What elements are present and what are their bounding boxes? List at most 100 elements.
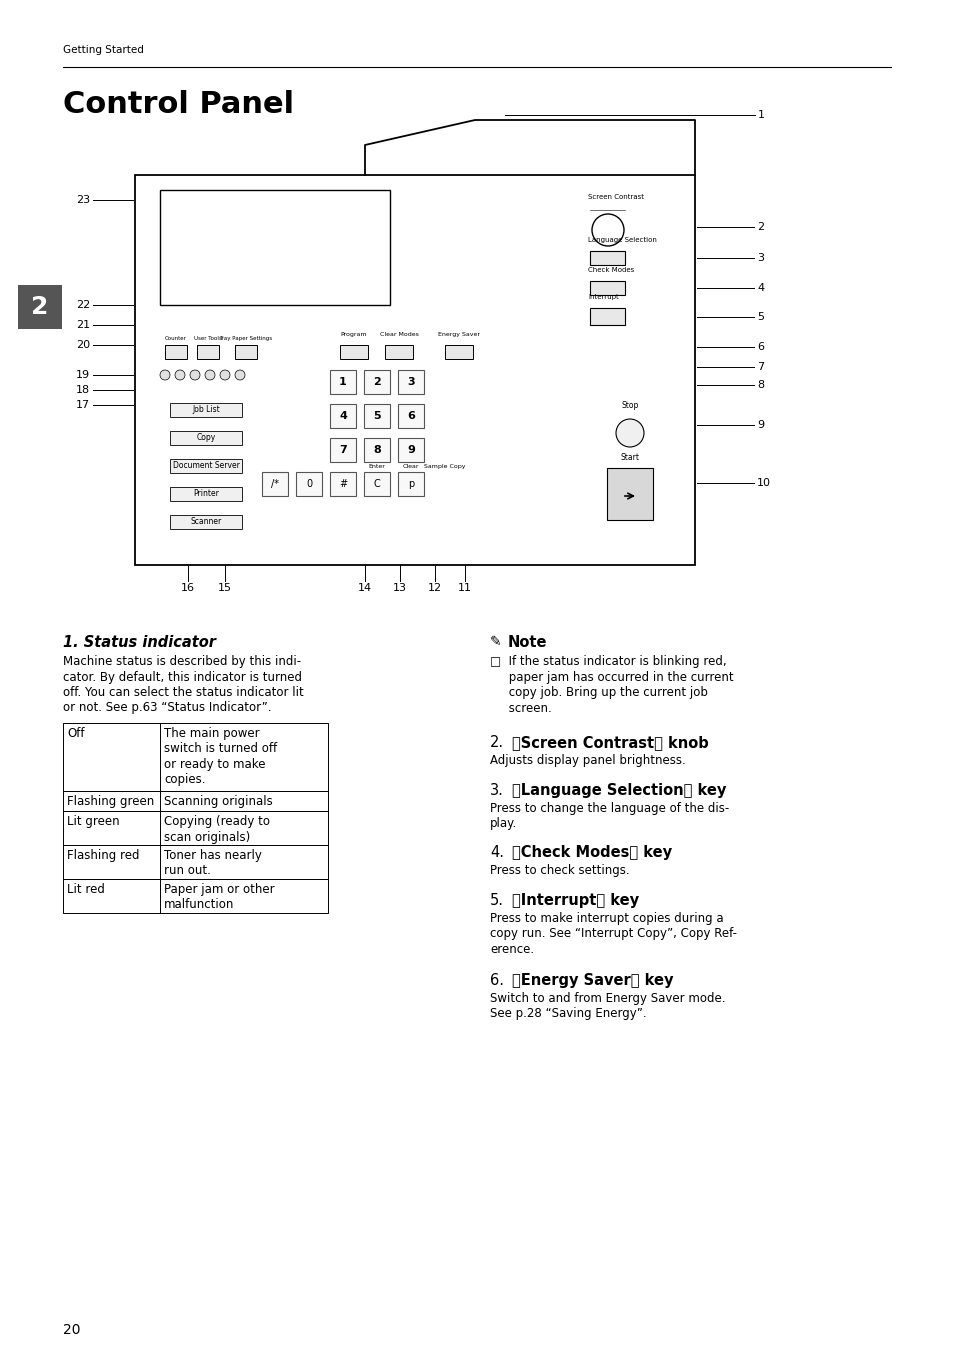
Text: 18: 18	[76, 385, 90, 394]
Bar	[196, 345, 219, 359]
Text: 1. Status indicator: 1. Status indicator	[63, 635, 215, 650]
Text: screen.: screen.	[490, 701, 551, 715]
Text: Copying (ready to: Copying (ready to	[164, 815, 270, 828]
Text: Job List: Job List	[192, 405, 219, 415]
Text: malfunction: malfunction	[164, 898, 234, 912]
Text: Energy Saver: Energy Saver	[437, 332, 479, 336]
Circle shape	[616, 419, 643, 447]
Text: Screen Contrast: Screen Contrast	[587, 195, 643, 200]
Text: Interrupt: Interrupt	[587, 295, 618, 300]
Text: User Tools: User Tools	[193, 336, 222, 340]
Text: 23: 23	[76, 195, 90, 205]
Bar	[606, 467, 652, 520]
Bar	[18, 285, 62, 330]
Text: Clear Modes: Clear Modes	[379, 332, 418, 336]
Text: copy job. Bring up the current job: copy job. Bring up the current job	[490, 686, 707, 698]
Bar	[160, 190, 390, 305]
Text: 9: 9	[407, 444, 415, 455]
Bar	[170, 431, 242, 444]
Bar	[135, 176, 695, 565]
Circle shape	[174, 370, 185, 380]
Text: 【Interrupt】 key: 【Interrupt】 key	[512, 893, 639, 908]
Text: 【Energy Saver】 key: 【Energy Saver】 key	[512, 973, 673, 988]
Circle shape	[220, 370, 230, 380]
Text: Paper jam or other: Paper jam or other	[164, 884, 274, 896]
Text: 4: 4	[338, 411, 347, 422]
Bar	[339, 345, 368, 359]
Text: cator. By default, this indicator is turned: cator. By default, this indicator is tur…	[63, 670, 302, 684]
Text: 2: 2	[373, 377, 380, 386]
Bar	[234, 345, 256, 359]
Text: 15: 15	[218, 584, 232, 593]
Text: 【Screen Contrast】 knob: 【Screen Contrast】 knob	[512, 735, 708, 750]
Bar	[63, 811, 328, 844]
Text: See p.28 “Saving Energy”.: See p.28 “Saving Energy”.	[490, 1008, 646, 1020]
Text: 11: 11	[457, 584, 472, 593]
Text: Toner has nearly: Toner has nearly	[164, 848, 262, 862]
Text: 22: 22	[75, 300, 90, 309]
Text: copy run. See “Interrupt Copy”, Copy Ref-: copy run. See “Interrupt Copy”, Copy Ref…	[490, 928, 737, 940]
Bar	[589, 308, 624, 326]
Text: 17: 17	[76, 400, 90, 409]
Bar	[262, 471, 288, 496]
Circle shape	[160, 370, 170, 380]
Bar	[444, 345, 473, 359]
Bar	[165, 345, 187, 359]
Bar	[397, 404, 423, 428]
Text: p: p	[408, 480, 414, 489]
Text: Machine status is described by this indi-: Machine status is described by this indi…	[63, 655, 301, 667]
Text: Document Server: Document Server	[172, 462, 239, 470]
Text: #: #	[338, 480, 347, 489]
Text: 3: 3	[757, 253, 763, 263]
Text: Flashing green: Flashing green	[67, 794, 154, 808]
Bar	[397, 471, 423, 496]
Bar	[330, 471, 355, 496]
Text: Stop: Stop	[620, 401, 638, 409]
Bar	[385, 345, 413, 359]
Bar	[364, 370, 390, 394]
Bar	[63, 880, 328, 913]
Text: 0: 0	[306, 480, 312, 489]
Text: 14: 14	[357, 584, 372, 593]
Bar	[170, 459, 242, 473]
Text: Check Modes: Check Modes	[587, 267, 634, 273]
Text: Press to change the language of the dis-: Press to change the language of the dis-	[490, 802, 728, 815]
Bar	[63, 790, 328, 811]
Text: □  If the status indicator is blinking red,: □ If the status indicator is blinking re…	[490, 655, 726, 667]
Text: 9: 9	[757, 420, 763, 430]
Text: 8: 8	[757, 380, 763, 390]
Text: 1: 1	[758, 109, 764, 120]
Text: Printer: Printer	[193, 489, 218, 499]
Text: Sample Copy: Sample Copy	[424, 463, 465, 469]
Text: copies.: copies.	[164, 774, 205, 786]
Text: 21: 21	[76, 320, 90, 330]
Text: Language Selection: Language Selection	[587, 236, 657, 243]
Text: Control Panel: Control Panel	[63, 91, 294, 119]
Text: Getting Started: Getting Started	[63, 45, 144, 55]
Text: Enter: Enter	[368, 463, 385, 469]
Text: Lit green: Lit green	[67, 815, 119, 828]
Text: 10: 10	[757, 478, 770, 488]
Bar	[364, 404, 390, 428]
Text: 4.: 4.	[490, 844, 503, 861]
Text: 2.: 2.	[490, 735, 503, 750]
Text: play.: play.	[490, 817, 517, 831]
Text: ✎: ✎	[490, 635, 501, 648]
Text: Adjusts display panel brightness.: Adjusts display panel brightness.	[490, 754, 685, 767]
Text: 5.: 5.	[490, 893, 503, 908]
Text: 3: 3	[407, 377, 415, 386]
Bar	[330, 370, 355, 394]
Text: 20: 20	[76, 340, 90, 350]
Text: or ready to make: or ready to make	[164, 758, 265, 771]
Text: Copy: Copy	[196, 434, 215, 443]
Text: 6.: 6.	[490, 973, 503, 988]
Circle shape	[190, 370, 200, 380]
Text: 19: 19	[76, 370, 90, 380]
Text: 16: 16	[181, 584, 194, 593]
Text: switch is turned off: switch is turned off	[164, 743, 276, 755]
Bar	[63, 844, 328, 880]
Text: C: C	[374, 480, 380, 489]
Bar	[364, 438, 390, 462]
Bar	[170, 486, 242, 501]
Bar	[397, 438, 423, 462]
